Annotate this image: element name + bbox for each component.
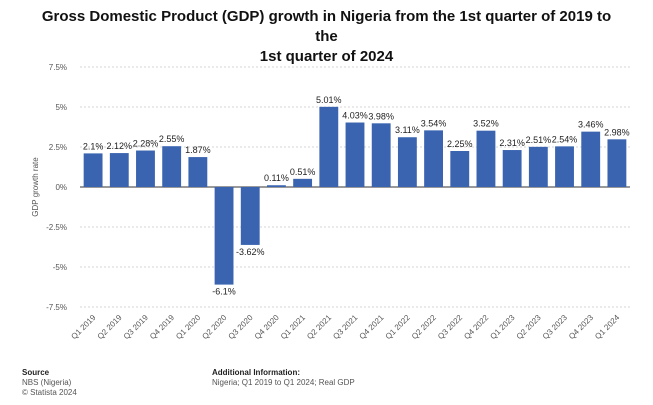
bar xyxy=(240,187,260,245)
x-tick-label: Q4 2022 xyxy=(462,313,490,341)
source-block: Source NBS (Nigeria) © Statista 2024 xyxy=(22,368,77,398)
y-tick-label: 2.5% xyxy=(49,143,67,152)
bar xyxy=(319,106,339,187)
bar xyxy=(371,123,391,187)
additional-info-block: Additional Information: Nigeria; Q1 2019… xyxy=(212,368,355,388)
bar xyxy=(136,150,155,187)
y-axis-ticks: 7.5% 5% 2.5% 0% -2.5% -5% -7.5% xyxy=(46,63,67,312)
x-tick-label: Q4 2023 xyxy=(567,313,595,341)
data-label: -6.1% xyxy=(212,287,236,297)
data-label: -3.62% xyxy=(236,247,265,257)
data-label: 5.01% xyxy=(316,95,342,105)
data-label: 2.1% xyxy=(83,141,104,151)
y-tick-label: -5% xyxy=(53,263,67,272)
bar xyxy=(214,187,234,285)
additional-info-heading: Additional Information: xyxy=(212,368,300,377)
additional-info-text: Nigeria; Q1 2019 to Q1 2024; Real GDP xyxy=(212,378,355,387)
bar xyxy=(345,122,365,187)
data-label: 0.11% xyxy=(264,173,289,183)
chart-title: Gross Domestic Product (GDP) growth in N… xyxy=(40,7,613,67)
copyright-link[interactable]: © Statista 2024 xyxy=(22,388,77,397)
x-tick-label: Q3 2020 xyxy=(227,313,255,341)
x-tick-label: Q1 2023 xyxy=(488,313,516,341)
y-axis-label: GDP growth rate xyxy=(31,157,40,217)
data-label: 2.54% xyxy=(552,134,578,144)
data-label: 2.51% xyxy=(526,135,552,145)
bar xyxy=(502,150,522,187)
data-label: 2.25% xyxy=(447,139,473,149)
chart-title-line-2: 1st quarter of 2024 xyxy=(259,48,394,65)
data-label: 2.55% xyxy=(159,134,185,144)
y-tick-label: -2.5% xyxy=(46,223,67,232)
bar xyxy=(293,178,313,187)
data-label: 3.98% xyxy=(368,111,394,121)
x-tick-label: Q1 2021 xyxy=(279,313,307,341)
x-tick-label: Q4 2021 xyxy=(358,313,386,341)
chart-title-line-1: Gross Domestic Product (GDP) growth in N… xyxy=(41,8,612,45)
data-label: 3.46% xyxy=(578,120,604,130)
bar xyxy=(83,153,103,187)
data-label: 4.03% xyxy=(342,111,368,121)
y-tick-label: 0% xyxy=(55,183,67,192)
data-label: 0.51% xyxy=(290,167,316,177)
bar xyxy=(607,139,627,187)
x-tick-label: Q1 2019 xyxy=(69,313,97,341)
bar xyxy=(109,153,129,187)
source-heading: Source xyxy=(22,368,50,377)
x-tick-label: Q3 2021 xyxy=(331,313,359,341)
bar xyxy=(528,146,548,187)
y-tick-label: -7.5% xyxy=(46,303,67,312)
bar xyxy=(555,146,574,187)
data-label: 2.98% xyxy=(604,127,630,137)
bar xyxy=(450,151,470,187)
data-label: 3.11% xyxy=(395,125,420,135)
data-label: 1.87% xyxy=(185,145,211,155)
x-tick-label: Q2 2022 xyxy=(410,313,438,341)
x-tick-label: Q2 2019 xyxy=(96,313,124,341)
x-tick-label: Q2 2020 xyxy=(200,313,228,341)
data-labels: 2.1% 2.12% 2.28% 2.55%1.87% -6.1% -3.62% 0.11%… xyxy=(83,95,630,297)
x-tick-label: Q2 2023 xyxy=(515,313,543,341)
y-tick-label: 5% xyxy=(55,103,67,112)
x-tick-label: Q2 2021 xyxy=(305,313,333,341)
x-tick-label: Q1 2022 xyxy=(384,313,412,341)
bar xyxy=(581,131,601,187)
bar xyxy=(188,157,208,187)
bar xyxy=(162,146,182,187)
x-tick-label: Q3 2022 xyxy=(436,313,464,341)
data-label: 2.31% xyxy=(499,138,525,148)
data-label: 3.54% xyxy=(421,118,447,128)
bar xyxy=(267,185,286,187)
y-tick-label: 7.5% xyxy=(49,63,67,72)
x-tick-label: Q4 2019 xyxy=(148,313,176,341)
data-label: 3.52% xyxy=(473,119,499,129)
x-tick-label: Q4 2020 xyxy=(253,313,281,341)
bars xyxy=(83,106,627,285)
bar xyxy=(424,130,443,187)
x-tick-label: Q3 2019 xyxy=(122,313,150,341)
data-label: 2.12% xyxy=(107,141,133,151)
bar xyxy=(476,130,496,187)
x-tick-label: Q1 2024 xyxy=(593,313,621,341)
source-name: NBS (Nigeria) xyxy=(22,378,72,387)
bar xyxy=(397,137,417,187)
data-label: 2.28% xyxy=(133,139,159,149)
x-tick-label: Q3 2023 xyxy=(541,313,569,341)
x-tick-label: Q1 2020 xyxy=(174,313,202,341)
bar-chart: 7.5% 5% 2.5% 0% -2.5% -5% -7.5% GDP growth rat… xyxy=(31,63,630,341)
